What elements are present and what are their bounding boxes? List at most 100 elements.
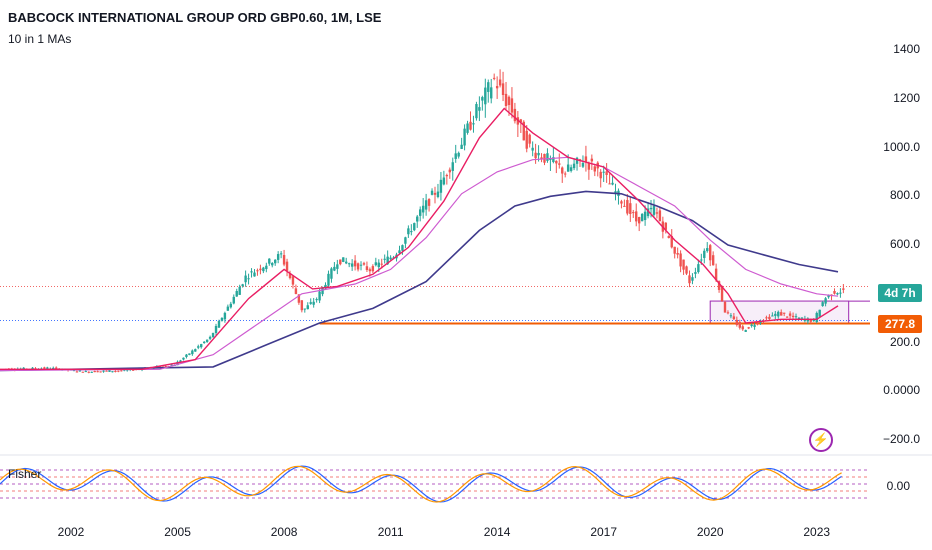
candle-body xyxy=(356,263,360,270)
candle-body xyxy=(466,123,469,133)
candle-body xyxy=(84,371,88,373)
candle-body xyxy=(626,200,629,214)
candle-body xyxy=(664,222,668,230)
candle-body xyxy=(643,211,647,221)
candle-body xyxy=(821,302,824,306)
candle-body xyxy=(605,171,608,175)
candle-body xyxy=(691,277,694,281)
candle-body xyxy=(747,327,750,329)
candle-body xyxy=(22,367,25,370)
candle-body xyxy=(836,293,839,295)
candle-body xyxy=(729,315,733,317)
chart-title: BABCOCK INTERNATIONAL GROUP ORD GBP0.60,… xyxy=(8,10,382,25)
candle-body xyxy=(342,257,345,262)
candle-body xyxy=(315,299,318,301)
candle-body xyxy=(794,316,798,318)
candle-body xyxy=(105,370,108,372)
candle-body xyxy=(312,301,315,305)
candle-body xyxy=(679,253,682,267)
candle-body xyxy=(490,87,493,99)
candle-body xyxy=(427,199,431,206)
candle-body xyxy=(635,211,638,222)
candle-body xyxy=(43,367,46,369)
candle-body xyxy=(182,357,185,360)
indicator-label[interactable]: 10 in 1 MAs xyxy=(8,32,72,46)
candle-body xyxy=(788,313,792,316)
candle-body xyxy=(632,212,635,214)
candle-body xyxy=(170,364,173,366)
y-tick-label: 1400 xyxy=(893,42,920,56)
candle-body xyxy=(389,257,392,260)
candle-body xyxy=(558,163,561,165)
candle-body xyxy=(685,266,688,274)
lightning-icon[interactable]: ⚡ xyxy=(809,428,833,452)
candle-body xyxy=(380,263,383,265)
candle-body xyxy=(602,171,605,173)
candle-body xyxy=(815,312,818,323)
candle-body xyxy=(481,97,484,101)
candle-body xyxy=(386,256,389,265)
candle-body xyxy=(785,316,789,318)
candle-body xyxy=(782,312,786,314)
ma-fast-line xyxy=(0,107,839,370)
candle-body xyxy=(714,268,718,281)
candle-body xyxy=(279,253,283,255)
candle-body xyxy=(87,371,90,373)
candle-body xyxy=(78,370,82,372)
candle-body xyxy=(700,259,703,261)
candle-body xyxy=(398,250,401,254)
candle-body xyxy=(52,367,55,369)
candle-body xyxy=(253,272,256,277)
candle-body xyxy=(309,302,312,304)
candle-body xyxy=(525,130,528,149)
candle-body xyxy=(590,158,594,162)
candle-body xyxy=(336,264,339,269)
candle-body xyxy=(732,316,736,320)
candle-body xyxy=(217,320,221,328)
y-tick-label: 1200 xyxy=(893,90,920,105)
candle-body xyxy=(756,323,759,325)
candle-body xyxy=(401,245,404,251)
candle-body xyxy=(646,208,650,217)
candle-body xyxy=(510,98,514,113)
candle-body xyxy=(102,370,105,372)
candle-body xyxy=(445,174,449,177)
candle-body xyxy=(791,315,795,317)
candle-body xyxy=(327,273,330,286)
candle-body xyxy=(430,190,434,195)
fisher-label[interactable]: Fisher xyxy=(8,467,42,481)
candle-body xyxy=(191,350,194,355)
candle-body xyxy=(469,121,472,130)
candle-body xyxy=(333,266,336,271)
candle-body xyxy=(282,255,286,265)
candle-body xyxy=(774,313,777,316)
candle-body xyxy=(611,182,614,185)
candle-body xyxy=(421,205,425,213)
candle-body xyxy=(726,312,730,314)
candle-body xyxy=(285,261,289,271)
candle-body xyxy=(522,121,525,141)
candle-body xyxy=(608,183,611,185)
candle-body xyxy=(271,262,274,266)
candle-body xyxy=(294,288,298,294)
candle-body xyxy=(741,326,744,330)
y-tick-label: 200.0 xyxy=(889,334,920,349)
x-tick-label: 2020 xyxy=(696,525,724,539)
candle-body xyxy=(424,200,428,210)
candle-body xyxy=(504,93,508,107)
x-tick-label: 2008 xyxy=(270,525,298,539)
y-tick-label: 0.0000 xyxy=(883,383,920,398)
candle-body xyxy=(566,164,570,172)
candle-body xyxy=(827,294,830,298)
candle-body xyxy=(235,291,238,297)
support-price-badge: 277.8 xyxy=(878,315,922,333)
candle-body xyxy=(404,237,407,244)
candle-body xyxy=(197,346,200,348)
candle-body xyxy=(655,212,659,214)
candle-body xyxy=(194,349,197,352)
candle-body xyxy=(436,191,440,198)
candle-body xyxy=(676,253,679,255)
fisher-tick-label: 0.00 xyxy=(886,479,910,493)
candle-body xyxy=(800,317,804,319)
